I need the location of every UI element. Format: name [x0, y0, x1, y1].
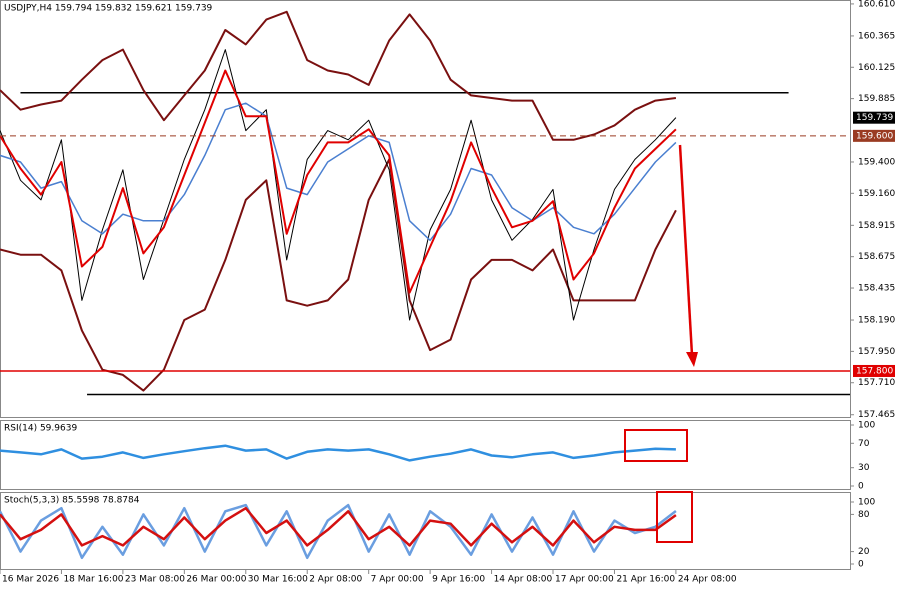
x-tick-label: 14 Apr 08:00	[494, 575, 553, 585]
x-tick-label: 9 Apr 16:00	[432, 575, 485, 585]
x-tick-label: 26 Mar 00:00	[186, 575, 246, 585]
series-line	[0, 444, 676, 462]
y-tick-label: 157.710	[858, 378, 895, 388]
price-tag	[853, 364, 895, 377]
y-tick-label: 157.465	[858, 410, 895, 420]
panel-title: RSI(14) 59.9639	[4, 424, 77, 434]
x-tick-label: 21 Apr 16:00	[616, 575, 675, 585]
y-tick-label: 158.915	[858, 221, 895, 231]
y-tick-label: 100	[858, 421, 875, 431]
x-tick-label: 18 Mar 16:00	[63, 575, 123, 585]
y-tick-label: 159.400	[858, 157, 895, 167]
x-tick-label: 17 Apr 00:00	[555, 575, 614, 585]
y-tick-label: 0	[858, 482, 864, 492]
y-tick-label: 159.885	[858, 94, 895, 104]
y-tick-label: 160.125	[858, 63, 895, 73]
main-panel	[0, 0, 851, 418]
stoch-panel	[0, 492, 851, 570]
y-tick-label: 158.675	[858, 252, 895, 262]
series-line	[0, 69, 677, 294]
highlight-box	[656, 491, 693, 543]
arrow-shaft	[678, 144, 694, 356]
x-tick-label: 30 Mar 16:00	[248, 575, 308, 585]
series-line	[0, 158, 677, 392]
y-tick-label: 160.365	[858, 31, 895, 41]
price-tag-label: 159.600	[856, 131, 893, 141]
price-tag-label: 159.739	[856, 113, 893, 123]
y-tick-label: 30	[858, 463, 870, 473]
x-tick-label: 7 Apr 00:00	[371, 575, 424, 585]
rsi-panel	[0, 420, 851, 490]
price-tag	[853, 111, 895, 124]
y-tick-label: 70	[858, 439, 870, 449]
series-line	[0, 102, 677, 242]
y-tick-label: 20	[858, 547, 870, 557]
highlight-box	[624, 429, 688, 462]
y-tick-label: 80	[858, 510, 870, 520]
y-tick-label: 100	[858, 498, 875, 508]
panel-title: USDJPY,H4 159.794 159.832 159.621 159.73…	[4, 4, 213, 14]
x-tick-label: 16 Mar 2026	[2, 575, 59, 585]
x-tick-label: 23 Mar 08:00	[125, 575, 185, 585]
series-line	[0, 49, 677, 321]
y-tick-label: 158.435	[858, 284, 895, 294]
series-line	[0, 10, 677, 141]
y-tick-label: 159.160	[858, 189, 895, 199]
arrow-head	[686, 352, 698, 367]
x-tick-label: 24 Apr 08:00	[678, 575, 737, 585]
panel-title: Stoch(5,3,3) 85.5598 78.8784	[4, 496, 140, 506]
y-tick-label: 0	[858, 560, 864, 570]
price-tag	[853, 129, 895, 142]
series-line	[0, 506, 677, 547]
y-tick-label: 160.610	[858, 0, 895, 9]
x-tick-label: 2 Apr 08:00	[309, 575, 362, 585]
y-tick-label: 157.950	[858, 347, 895, 357]
price-tag-label: 157.800	[856, 366, 893, 376]
y-tick-label: 158.190	[858, 316, 895, 326]
